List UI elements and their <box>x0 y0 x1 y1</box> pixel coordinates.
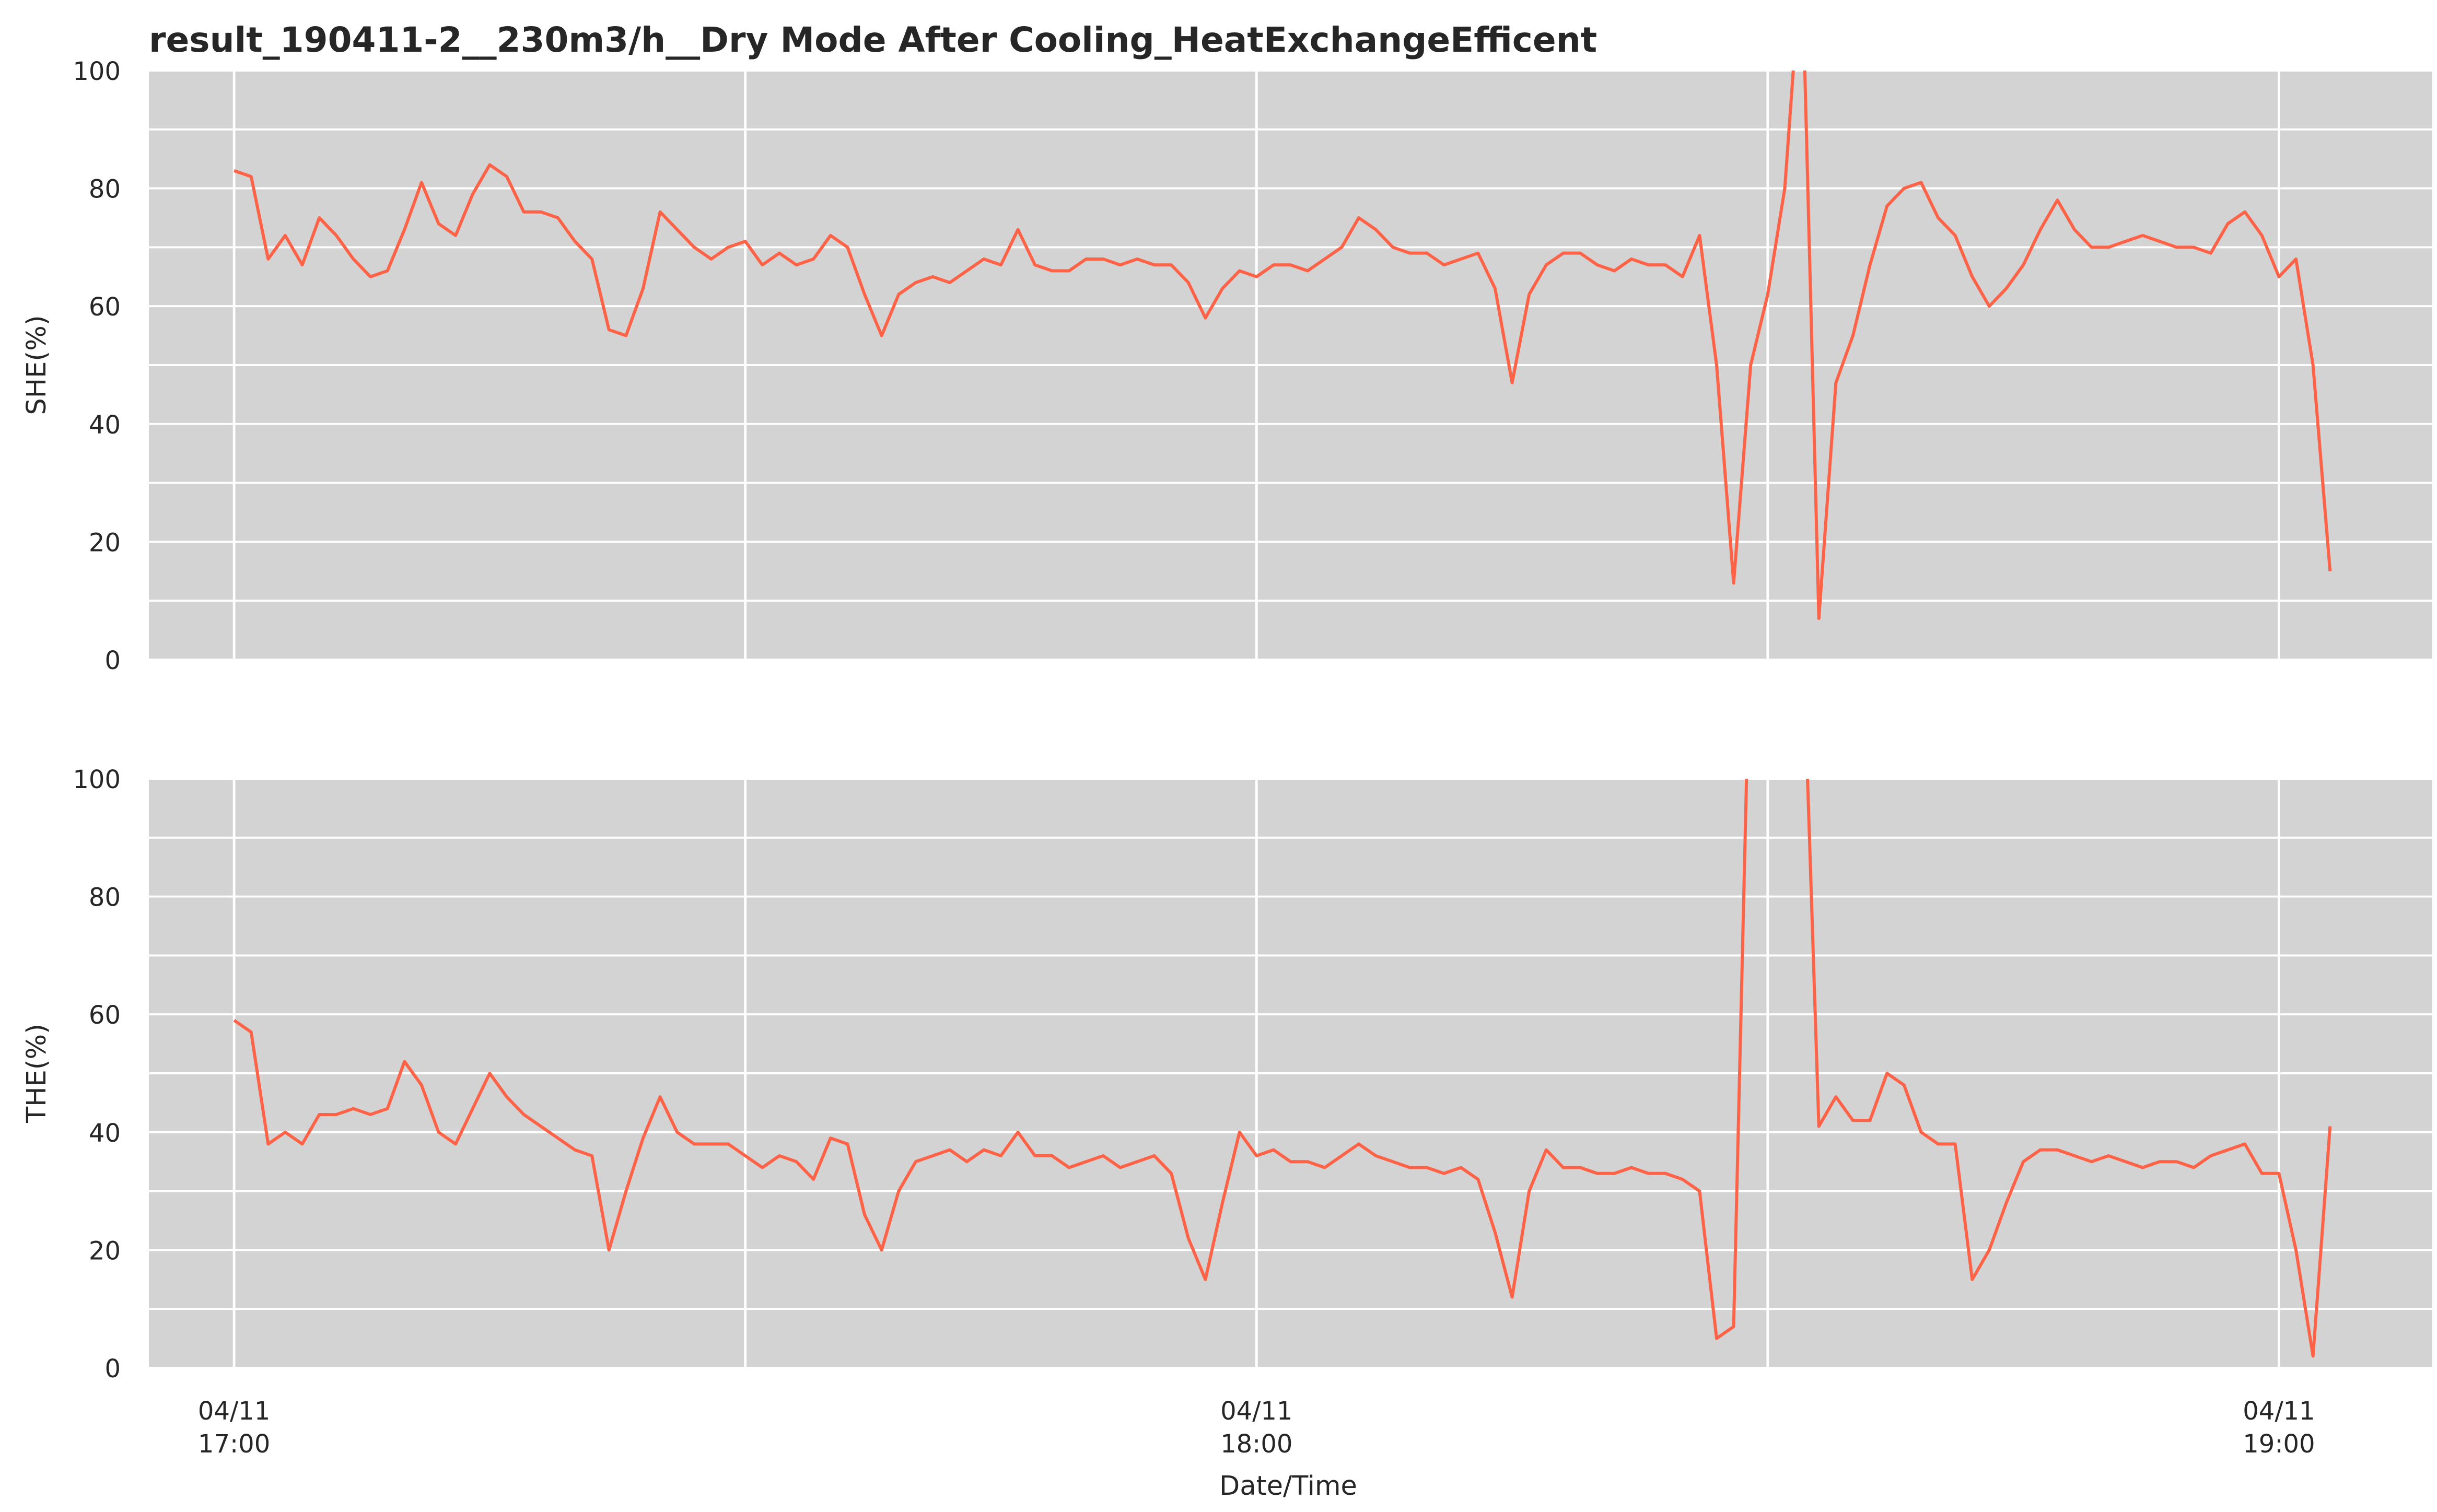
data-line <box>234 71 2332 620</box>
y-tick-label: 100 <box>73 57 121 86</box>
y-tick-label: 80 <box>89 175 121 204</box>
y-tick-label: 0 <box>104 646 121 675</box>
y-tick-label: 80 <box>89 883 121 912</box>
x-tick-label: 04/11 19:00 <box>2243 1397 2315 1459</box>
x-tick-label: 04/11 18:00 <box>1220 1397 1292 1459</box>
chart-title: result_190411-2__230m3/h__Dry Mode After… <box>149 20 1597 60</box>
y-axis-label: THE(%) <box>21 1024 52 1123</box>
y-tick-label: 40 <box>89 1119 121 1148</box>
y-axis-label: SHE(%) <box>21 315 52 415</box>
x-tick-label: 04/11 17:00 <box>198 1397 270 1459</box>
y-tick-label: 20 <box>89 528 121 557</box>
y-tick-label: 60 <box>89 292 121 322</box>
x-axis-label: Date/Time <box>1219 1471 1357 1502</box>
y-tick-label: 20 <box>89 1236 121 1265</box>
y-tick-label: 40 <box>89 411 121 440</box>
y-tick-label: 60 <box>89 1001 121 1030</box>
data-line <box>233 779 2332 1358</box>
y-tick-label: 100 <box>73 765 121 794</box>
y-tick-label: 0 <box>104 1354 121 1384</box>
